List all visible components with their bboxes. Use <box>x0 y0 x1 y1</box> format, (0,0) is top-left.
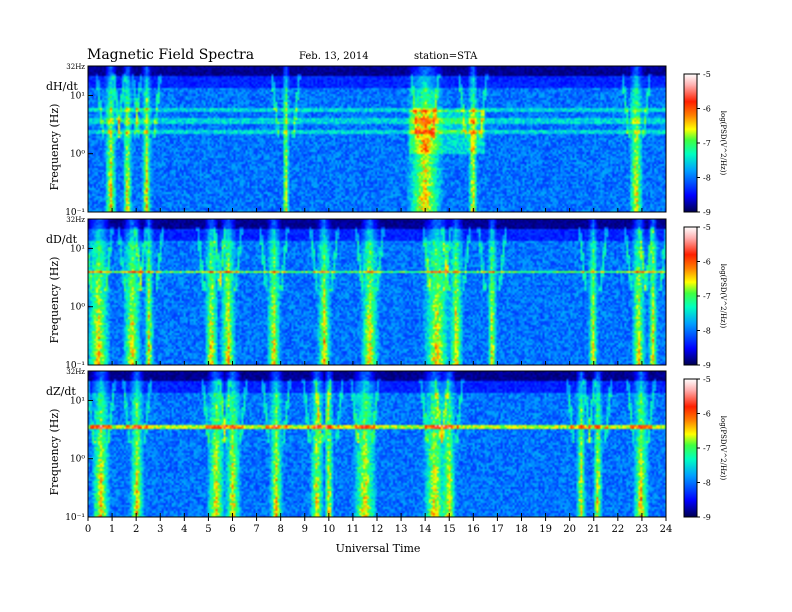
colorbar-label: log(PSD(V^2/Hz)) <box>719 264 727 329</box>
x-axis: 0 1 2 3 4 5 6 7 8 9 10 11 12 13 14 15 16 17 18 19 20 21 22 23 24 <box>85 517 673 535</box>
colorbar-tick-label: -8 <box>703 479 711 488</box>
colorbar-tick-label: -7 <box>703 292 711 301</box>
x-tick-label: 1 <box>109 524 115 535</box>
x-tick-label: 15 <box>443 524 456 535</box>
colorbar-label: log(PSD(V^2/Hz)) <box>719 111 727 176</box>
colorbar <box>683 378 698 518</box>
x-tick-label: 2 <box>133 524 139 535</box>
y-tick-label: 10⁻¹ <box>65 513 85 523</box>
y-tick-label: 32Hz <box>66 368 85 376</box>
spectrogram-raster <box>88 371 666 517</box>
y-tick-label: 10⁰ <box>70 455 85 465</box>
panels-group: dH/dt Frequency (Hz) 32Hz 10¹ 10⁰ 10⁻¹ -5 -6 -7 -… <box>46 63 727 523</box>
x-tick-label: 8 <box>277 524 283 535</box>
colorbar-tick-label: -7 <box>703 444 711 453</box>
chart-date: Feb. 13, 2014 <box>299 51 369 62</box>
x-tick-label: 21 <box>587 524 600 535</box>
spectrogram-raster <box>88 66 666 212</box>
panel-component-label: dD/dt <box>46 233 78 246</box>
colorbar-label: log(PSD(V^2/Hz)) <box>719 416 727 481</box>
chart-title: Magnetic Field Spectra <box>87 47 254 63</box>
x-tick-label: 18 <box>515 524 528 535</box>
y-tick-label: 10⁰ <box>70 303 85 313</box>
colorbar-tick-label: -6 <box>703 410 711 419</box>
colorbar-tick-label: -8 <box>703 174 711 183</box>
x-tick-label: 13 <box>395 524 408 535</box>
x-tick-label: 9 <box>302 524 308 535</box>
x-tick-label: 6 <box>229 524 235 535</box>
y-axis-label: Frequency (Hz) <box>48 409 61 496</box>
x-tick-label: 11 <box>347 524 360 535</box>
x-tick-label: 5 <box>205 524 211 535</box>
colorbar-tick-label: -5 <box>703 70 711 79</box>
x-tick-label: 23 <box>636 524 649 535</box>
panel-dD-dt: dD/dt Frequency (Hz) 32Hz 10¹ 10⁰ 10⁻¹ -5 -6 -7 -… <box>46 216 727 371</box>
spectrogram-raster <box>88 219 666 365</box>
colorbar-tick-label: -9 <box>703 208 711 217</box>
x-tick-label: 10 <box>322 524 335 535</box>
x-tick-label: 7 <box>253 524 259 535</box>
y-tick-label: 10¹ <box>70 244 85 254</box>
x-axis-label: Universal Time <box>336 542 421 555</box>
chart-station: station=STA <box>414 51 478 62</box>
colorbar-tick-label: -9 <box>703 361 711 370</box>
panel-component-label: dZ/dt <box>46 385 76 398</box>
colorbar <box>683 73 698 213</box>
y-axis-label: Frequency (Hz) <box>48 257 61 344</box>
y-tick-label: 10¹ <box>70 91 85 101</box>
x-tick-label: 20 <box>563 524 576 535</box>
y-tick-label: 10¹ <box>70 396 85 406</box>
colorbar-tick-label: -6 <box>703 258 711 267</box>
y-tick-label: 10⁻¹ <box>65 361 85 371</box>
colorbar-tick-label: -5 <box>703 375 711 384</box>
x-tick-label: 22 <box>611 524 624 535</box>
x-tick-label: 14 <box>419 524 432 535</box>
x-tick-label: 16 <box>467 524 480 535</box>
colorbar-tick-label: -5 <box>703 223 711 232</box>
x-tick-label: 24 <box>660 524 673 535</box>
panel-dH-dt: dH/dt Frequency (Hz) 32Hz 10¹ 10⁰ 10⁻¹ -5 -6 -7 -… <box>46 63 727 218</box>
x-tick-label: 17 <box>491 524 504 535</box>
x-tick-label: 19 <box>539 524 552 535</box>
x-tick-label: 4 <box>181 524 187 535</box>
panel-component-label: dH/dt <box>46 80 78 93</box>
y-tick-label: 32Hz <box>66 63 85 71</box>
y-tick-label: 10⁻¹ <box>65 208 85 218</box>
y-axis-label: Frequency (Hz) <box>48 104 61 191</box>
colorbar-tick-label: -7 <box>703 139 711 148</box>
colorbar-tick-label: -9 <box>703 513 711 522</box>
colorbar <box>683 226 698 366</box>
y-tick-label: 32Hz <box>66 216 85 224</box>
colorbar-tick-label: -6 <box>703 105 711 114</box>
panel-dZ-dt: dZ/dt Frequency (Hz) 32Hz 10¹ 10⁰ 10⁻¹ -5 -6 -7 -… <box>46 368 727 523</box>
x-tick-label: 3 <box>157 524 163 535</box>
x-tick-label: 12 <box>371 524 384 535</box>
x-tick-label: 0 <box>85 524 91 535</box>
colorbar-tick-label: -8 <box>703 327 711 336</box>
y-tick-label: 10⁰ <box>70 150 85 160</box>
